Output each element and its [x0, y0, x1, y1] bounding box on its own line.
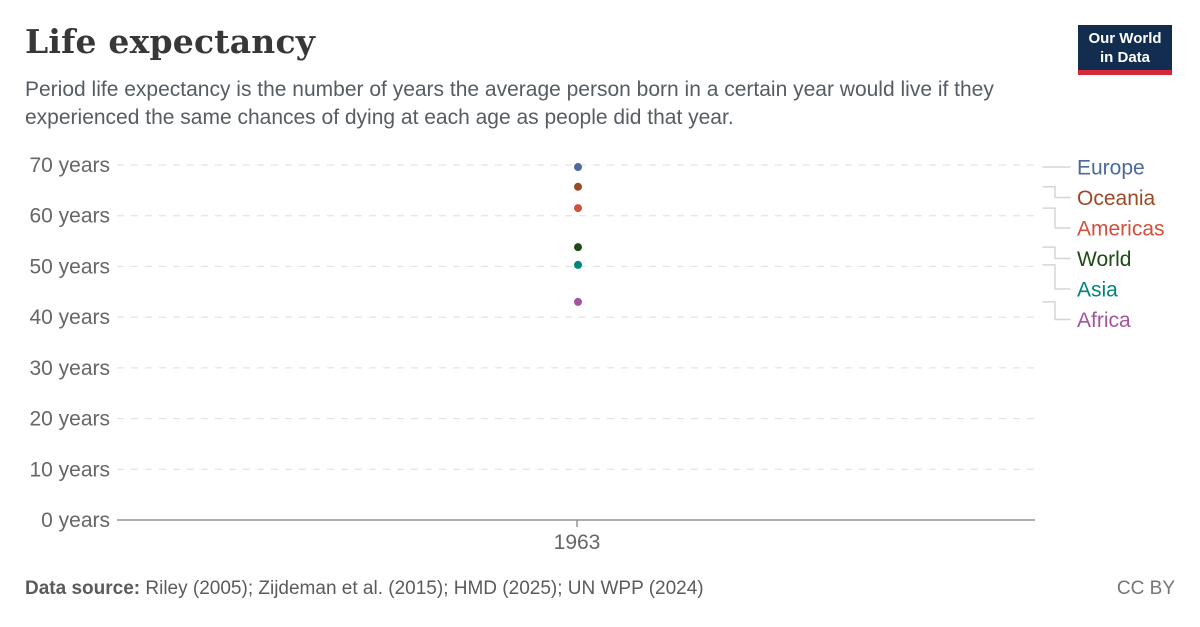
legend-label-europe[interactable]: Europe [1077, 157, 1145, 180]
license-link[interactable]: CC BY [1116, 578, 1175, 599]
legend-connector-americas [1042, 207, 1071, 229]
legend-label-africa[interactable]: Africa [1077, 309, 1131, 332]
chart-subtitle: Period life expectancy is the number of … [25, 78, 994, 129]
data-point-americas[interactable] [574, 204, 582, 213]
data-source-note: Data source: Riley (2005); Zijdeman et a… [25, 578, 704, 600]
owid-logo-line2: in Data [1099, 48, 1150, 66]
y-tick-label-10: 10 years [29, 458, 110, 481]
y-tick-label-40: 40 years [29, 306, 110, 329]
legend-label-oceania[interactable]: Oceania [1077, 187, 1156, 210]
legend-connector-world [1042, 246, 1071, 260]
data-source-label: Data source: [25, 578, 141, 599]
data-point-oceania[interactable] [574, 182, 582, 191]
data-point-world[interactable] [574, 243, 582, 252]
data-point-africa[interactable] [574, 297, 582, 306]
x-tick-label: 1963 [554, 531, 601, 554]
legend-label-world[interactable]: World [1077, 248, 1131, 271]
y-tick-label-0: 0 years [41, 509, 110, 532]
owid-logo[interactable]: Our World in Data [1078, 25, 1172, 75]
legend-label-asia[interactable]: Asia [1077, 279, 1118, 302]
data-point-asia[interactable] [574, 260, 582, 269]
data-source-text: Riley (2005); Zijdeman et al. (2015); HM… [140, 578, 704, 599]
y-tick-label-50: 50 years [29, 255, 110, 278]
legend-connector-asia [1042, 264, 1071, 290]
y-tick-label-20: 20 years [29, 408, 110, 431]
chart-footer: Data source: Riley (2005); Zijdeman et a… [25, 578, 1175, 600]
data-point-europe[interactable] [574, 163, 582, 172]
legend-connector-oceania [1042, 186, 1071, 199]
page-title: Life expectancy [25, 22, 316, 61]
y-tick-label-30: 30 years [29, 357, 110, 380]
y-tick-label-70: 70 years [29, 154, 110, 177]
owid-logo-line1: Our World [1088, 29, 1162, 47]
legend-label-americas[interactable]: Americas [1077, 218, 1165, 241]
legend-connector-africa [1042, 301, 1071, 321]
y-tick-label-60: 60 years [29, 205, 110, 228]
